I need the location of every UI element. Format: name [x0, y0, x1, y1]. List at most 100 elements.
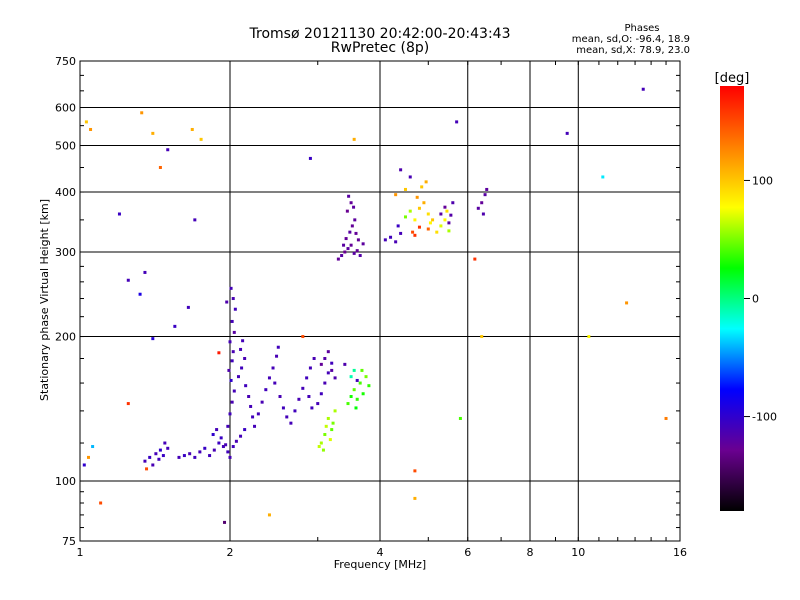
- stats-heading: Phases: [624, 23, 659, 34]
- data-point: [367, 384, 371, 388]
- data-point: [625, 301, 629, 305]
- data-point: [319, 362, 323, 366]
- data-point: [151, 463, 155, 467]
- data-point: [420, 185, 424, 189]
- data-point: [158, 165, 162, 169]
- data-point: [247, 395, 251, 399]
- data-point: [473, 257, 477, 261]
- data-point: [413, 233, 417, 237]
- data-point: [361, 392, 365, 396]
- data-point: [443, 205, 447, 209]
- data-point: [215, 428, 219, 432]
- colorbar: [720, 86, 744, 511]
- data-point: [199, 137, 203, 141]
- data-point: [240, 366, 244, 370]
- data-point: [219, 436, 223, 440]
- data-point: [239, 347, 243, 351]
- data-point: [236, 375, 240, 379]
- x-axis-label: Frequency [MHz]: [334, 558, 426, 571]
- data-point: [383, 238, 387, 242]
- data-point: [319, 441, 323, 445]
- data-point: [408, 175, 412, 179]
- data-point: [340, 254, 344, 258]
- data-point: [328, 438, 332, 442]
- data-point: [347, 194, 351, 198]
- data-point: [330, 428, 334, 432]
- data-point: [413, 218, 417, 222]
- data-point: [264, 388, 268, 392]
- data-point: [305, 376, 309, 380]
- data-point: [345, 209, 349, 213]
- data-point: [217, 351, 221, 355]
- data-point: [217, 441, 221, 445]
- data-point: [198, 450, 202, 454]
- data-point: [349, 243, 353, 247]
- data-point: [226, 424, 230, 428]
- data-point: [285, 415, 289, 419]
- data-point: [212, 448, 216, 452]
- y-axis-label: Stationary phase Virtual Height [km]: [38, 199, 51, 401]
- data-point: [333, 376, 337, 380]
- data-point: [396, 224, 400, 228]
- x-tick-label: 2: [227, 546, 234, 559]
- data-point: [426, 212, 430, 216]
- data-point: [326, 371, 330, 375]
- data-point: [344, 237, 348, 241]
- data-point: [354, 406, 358, 410]
- data-point: [399, 168, 403, 172]
- data-point: [403, 187, 407, 191]
- data-point: [664, 416, 668, 420]
- data-point: [151, 131, 155, 135]
- x-tick-label: 16: [673, 546, 687, 559]
- data-point: [352, 368, 356, 372]
- data-point: [346, 247, 350, 251]
- data-point: [403, 215, 407, 219]
- data-point: [221, 445, 225, 449]
- data-point: [355, 378, 359, 382]
- data-point: [193, 218, 197, 222]
- data-point: [260, 400, 264, 404]
- data-point: [565, 131, 569, 135]
- data-point: [239, 434, 243, 438]
- data-point: [154, 452, 158, 456]
- y-tick-label: 400: [55, 186, 76, 199]
- data-point: [348, 230, 352, 234]
- x-tick-label: 10: [571, 546, 585, 559]
- data-point: [353, 218, 357, 222]
- data-point: [364, 375, 368, 379]
- data-point: [244, 384, 248, 388]
- data-point: [289, 421, 293, 425]
- data-point: [447, 221, 451, 225]
- data-point: [117, 212, 121, 216]
- y-tick-label: 300: [55, 246, 76, 259]
- stats-x-mode: mean, sd,X: 78.9, 23.0: [576, 45, 690, 56]
- data-point: [481, 212, 485, 216]
- data-point: [166, 446, 170, 450]
- data-point: [324, 424, 328, 428]
- x-tick-label: 6: [464, 546, 471, 559]
- data-point: [224, 443, 228, 447]
- data-point: [426, 227, 430, 231]
- data-point: [331, 421, 335, 425]
- data-point: [480, 335, 484, 339]
- data-point: [140, 111, 144, 115]
- data-point: [230, 319, 234, 323]
- data-point: [230, 359, 234, 363]
- data-point: [293, 409, 297, 413]
- colorbar-label: [deg]: [715, 71, 750, 86]
- data-point: [126, 402, 130, 406]
- y-tick-label: 750: [55, 55, 76, 68]
- data-point: [308, 366, 312, 370]
- data-point: [253, 424, 257, 428]
- x-tick-label: 4: [377, 546, 384, 559]
- data-point: [226, 450, 230, 454]
- data-point: [281, 406, 285, 410]
- data-point: [428, 221, 432, 225]
- data-point: [308, 156, 312, 160]
- data-point: [343, 250, 347, 254]
- data-point: [413, 469, 417, 473]
- data-point: [399, 231, 403, 235]
- colorbar-tick-label: 100: [752, 174, 773, 187]
- data-point: [278, 395, 282, 399]
